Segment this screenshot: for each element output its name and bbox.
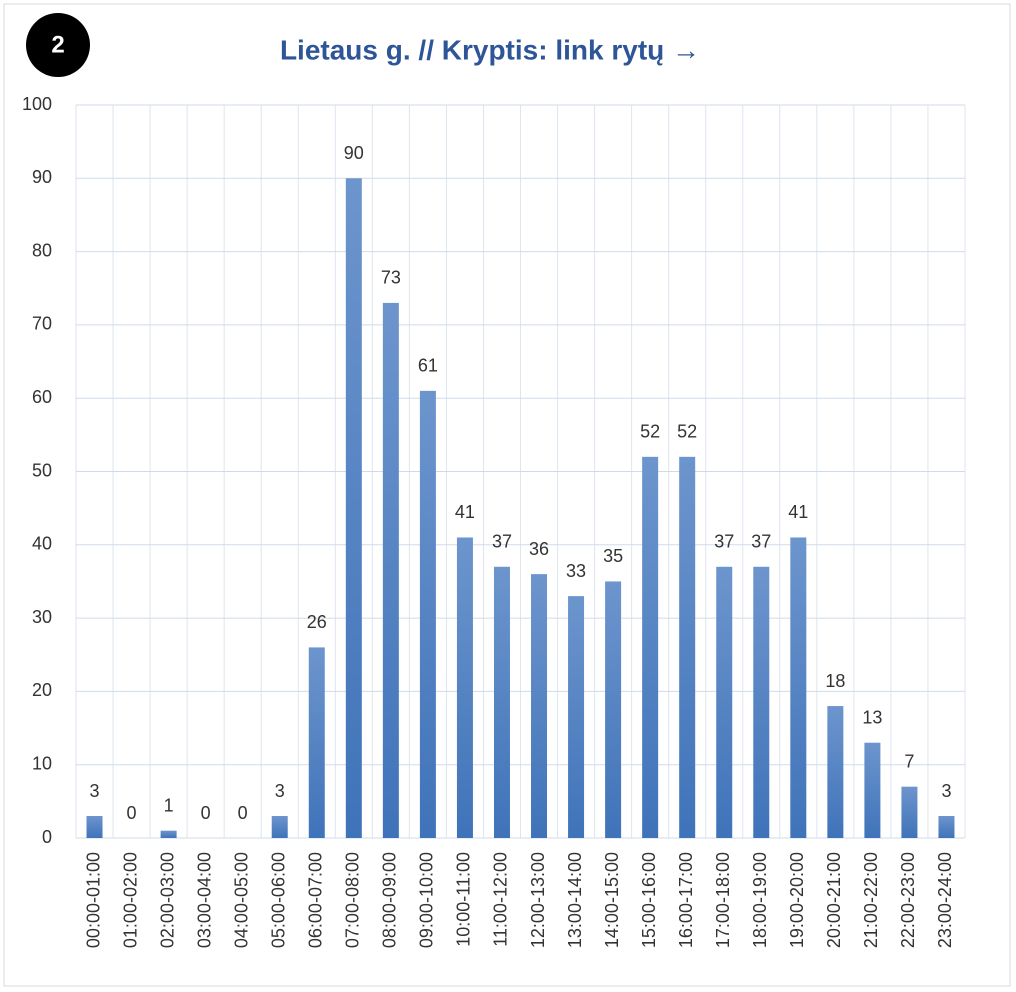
data-label: 7 bbox=[904, 751, 914, 771]
data-label: 3 bbox=[90, 781, 100, 801]
x-tick-label: 05:00-06:00 bbox=[268, 852, 288, 948]
bar bbox=[345, 178, 362, 839]
bar bbox=[790, 537, 807, 838]
x-tick-label: 06:00-07:00 bbox=[306, 852, 326, 948]
data-label: 33 bbox=[566, 561, 586, 581]
bar bbox=[605, 581, 622, 838]
x-tick-label: 13:00-14:00 bbox=[565, 852, 585, 948]
data-label: 0 bbox=[127, 803, 137, 823]
y-tick-label: 10 bbox=[32, 753, 52, 773]
data-label: 13 bbox=[862, 707, 882, 727]
bar bbox=[531, 574, 548, 838]
badge: 2 bbox=[51, 31, 64, 58]
bar bbox=[493, 566, 510, 838]
bar bbox=[271, 816, 288, 838]
data-label: 73 bbox=[381, 268, 401, 288]
data-label: 61 bbox=[418, 356, 438, 376]
x-tick-label: 01:00-02:00 bbox=[120, 852, 140, 948]
bar bbox=[419, 390, 436, 838]
x-tick-label: 14:00-15:00 bbox=[602, 852, 622, 948]
x-tick-label: 23:00-24:00 bbox=[935, 852, 955, 948]
bar bbox=[716, 566, 733, 838]
data-label: 0 bbox=[201, 803, 211, 823]
data-label: 41 bbox=[455, 502, 475, 522]
x-tick-label: 16:00-17:00 bbox=[676, 852, 696, 948]
y-tick-label: 100 bbox=[22, 94, 52, 114]
data-label: 26 bbox=[307, 612, 327, 632]
data-label: 52 bbox=[677, 422, 697, 442]
x-tick-label: 04:00-05:00 bbox=[231, 852, 251, 948]
x-tick-label: 08:00-09:00 bbox=[380, 852, 400, 948]
x-tick-label: 21:00-22:00 bbox=[861, 852, 881, 948]
x-tick-label: 00:00-01:00 bbox=[83, 852, 103, 948]
y-tick-label: 80 bbox=[32, 240, 52, 260]
x-tick-label: 17:00-18:00 bbox=[713, 852, 733, 948]
y-tick-label: 0 bbox=[42, 827, 52, 847]
x-tick-label: 02:00-03:00 bbox=[157, 852, 177, 948]
bar bbox=[382, 302, 399, 838]
data-label: 3 bbox=[275, 781, 285, 801]
x-tick-label: 19:00-20:00 bbox=[787, 852, 807, 948]
data-label: 37 bbox=[492, 532, 512, 552]
bar bbox=[864, 742, 881, 838]
bar bbox=[308, 647, 325, 838]
bar bbox=[827, 706, 844, 838]
bar bbox=[938, 816, 955, 838]
x-tick-label: 11:00-12:00 bbox=[491, 852, 511, 947]
frame bbox=[3, 3, 1011, 987]
data-label: 35 bbox=[603, 546, 623, 566]
y-tick-label: 70 bbox=[32, 314, 52, 334]
x-tick-label: 09:00-10:00 bbox=[417, 852, 437, 948]
bar bbox=[753, 566, 770, 838]
bar bbox=[456, 537, 473, 838]
data-label: 3 bbox=[941, 781, 951, 801]
chart-title: Lietaus g. // Kryptis: link rytų → bbox=[280, 34, 700, 65]
x-tick-label: 15:00-16:00 bbox=[639, 852, 659, 948]
badge-circle bbox=[26, 13, 90, 77]
y-tick-label: 40 bbox=[32, 534, 52, 554]
bar bbox=[160, 830, 177, 838]
x-tick-label: 12:00-13:00 bbox=[528, 852, 548, 948]
y-tick-label: 50 bbox=[32, 460, 52, 480]
data-label: 41 bbox=[788, 502, 808, 522]
data-label: 37 bbox=[714, 532, 734, 552]
y-tick-label: 60 bbox=[32, 387, 52, 407]
data-label: 1 bbox=[164, 795, 174, 815]
x-tick-label: 07:00-08:00 bbox=[343, 852, 363, 948]
data-label: 0 bbox=[238, 803, 248, 823]
x-tick-label: 03:00-04:00 bbox=[194, 852, 214, 948]
data-label: 36 bbox=[529, 539, 549, 559]
bar bbox=[642, 456, 659, 838]
bar bbox=[86, 816, 103, 838]
y-tick-label: 20 bbox=[32, 680, 52, 700]
y-tick-label: 90 bbox=[32, 167, 52, 187]
data-label: 37 bbox=[751, 532, 771, 552]
bar bbox=[901, 786, 918, 838]
x-tick-label: 22:00-23:00 bbox=[898, 852, 918, 948]
y-tick-label: 30 bbox=[32, 607, 52, 627]
x-tick-label: 18:00-19:00 bbox=[750, 852, 770, 948]
x-tick-label: 20:00-21:00 bbox=[824, 852, 844, 948]
bar bbox=[679, 456, 696, 838]
x-tick-label: 10:00-11:00 bbox=[454, 852, 474, 947]
data-label: 52 bbox=[640, 422, 660, 442]
data-label: 90 bbox=[344, 143, 364, 163]
bar bbox=[568, 596, 585, 838]
data-label: 18 bbox=[825, 671, 845, 691]
